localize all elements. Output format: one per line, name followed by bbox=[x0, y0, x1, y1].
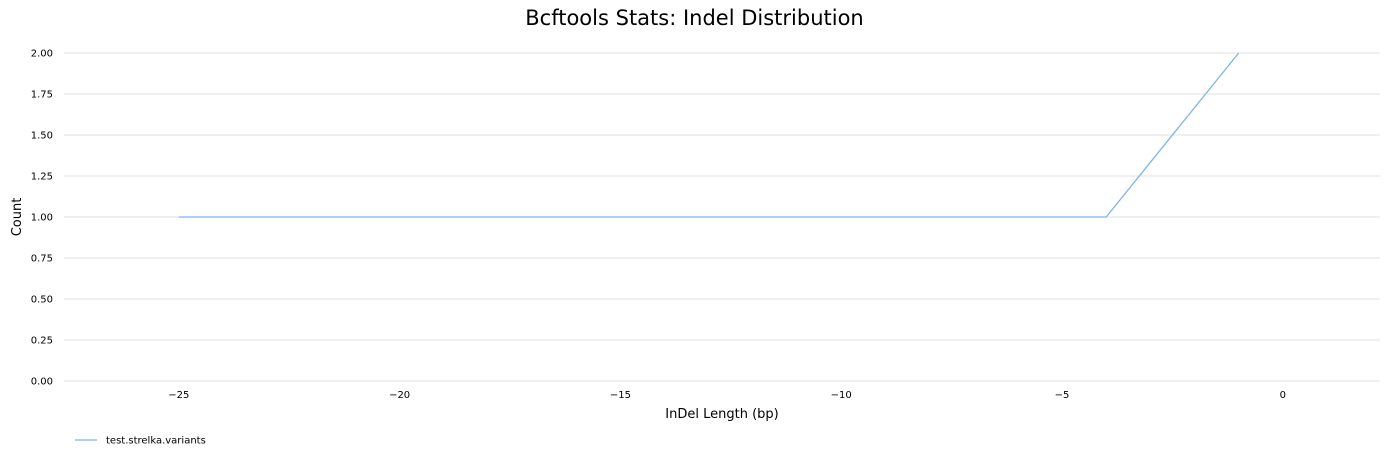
y-tick-label: 1.75 bbox=[31, 90, 53, 101]
x-axis-ticks: −25 −20 −15 −10 −5 0 bbox=[168, 390, 1286, 401]
series-line bbox=[178, 52, 1240, 218]
x-tick-label: 0 bbox=[1280, 390, 1286, 401]
y-tick-label: 0.50 bbox=[31, 295, 53, 306]
legend-item-label[interactable]: test.strelka.variants bbox=[106, 436, 206, 447]
y-tick-label: 0.00 bbox=[31, 377, 53, 388]
y-tick-label: 0.75 bbox=[31, 254, 53, 265]
x-tick-label: −15 bbox=[610, 390, 631, 401]
y-tick-label: 0.25 bbox=[31, 336, 53, 347]
x-tick-label: −25 bbox=[168, 390, 189, 401]
x-axis-label: InDel Length (bp) bbox=[665, 407, 778, 422]
x-tick-label: −10 bbox=[831, 390, 852, 401]
x-tick-label: −5 bbox=[1055, 390, 1070, 401]
y-tick-label: 2.00 bbox=[31, 49, 53, 60]
y-axis-ticks: 0.00 0.25 0.50 0.75 1.00 1.25 1.50 1.75 2.00 bbox=[31, 49, 53, 388]
legend[interactable]: test.strelka.variants bbox=[75, 436, 206, 447]
chart-title: Bcftools Stats: Indel Distribution bbox=[525, 6, 864, 30]
y-tick-label: 1.00 bbox=[31, 213, 53, 224]
y-axis-label: Count bbox=[10, 198, 25, 237]
y-tick-label: 1.25 bbox=[31, 172, 53, 183]
y-tick-label: 1.50 bbox=[31, 131, 53, 142]
series-lines bbox=[178, 52, 1240, 218]
grid-lines bbox=[64, 52, 1380, 382]
x-tick-label: −20 bbox=[389, 390, 410, 401]
